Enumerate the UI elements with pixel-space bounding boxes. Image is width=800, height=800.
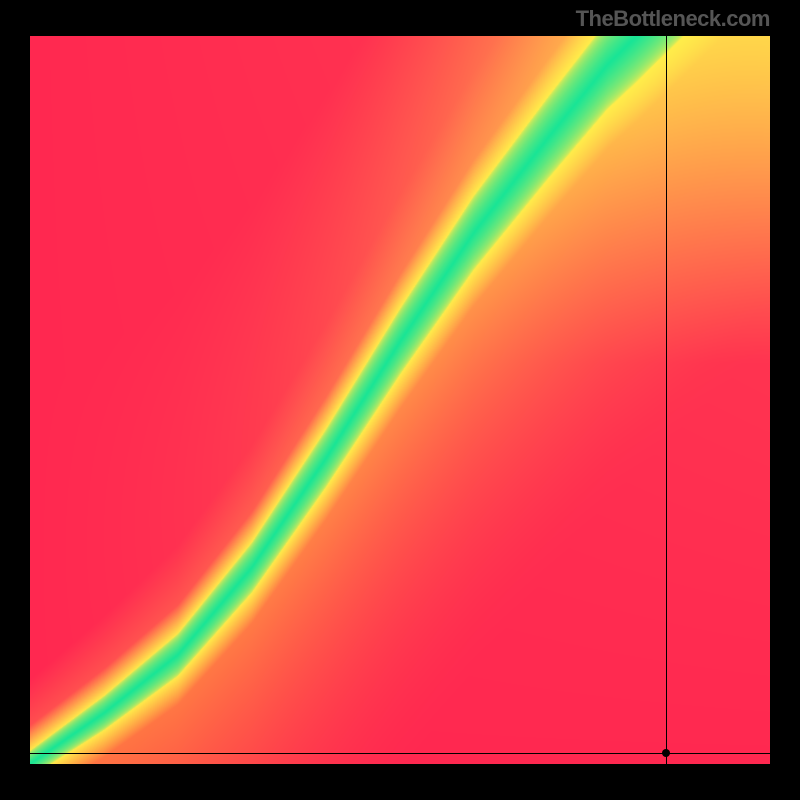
crosshair-vertical — [666, 36, 667, 764]
plot-area — [30, 36, 770, 764]
heatmap-canvas — [30, 36, 770, 764]
crosshair-horizontal — [30, 753, 770, 754]
attribution-text: TheBottleneck.com — [576, 6, 770, 32]
root-container: TheBottleneck.com — [0, 0, 800, 800]
crosshair-dot — [662, 749, 670, 757]
